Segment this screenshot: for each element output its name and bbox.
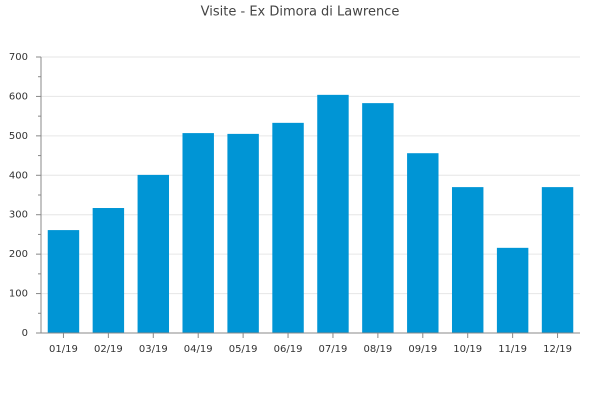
x-tick-label: 09/19 <box>408 344 437 355</box>
x-tick-label: 01/19 <box>49 344 78 355</box>
y-tick-label: 400 <box>9 170 28 181</box>
x-tick-label: 10/19 <box>453 344 482 355</box>
y-tick-label: 100 <box>9 289 28 300</box>
bar <box>137 174 170 333</box>
y-tick-label: 300 <box>9 210 28 221</box>
x-tick-label: 02/19 <box>94 344 123 355</box>
bar <box>541 187 574 333</box>
bar <box>496 247 529 333</box>
y-tick-label: 500 <box>9 131 28 142</box>
bar <box>47 230 80 333</box>
bar <box>272 122 304 334</box>
x-tick-label: 07/19 <box>319 344 348 355</box>
x-tick-label: 06/19 <box>274 344 303 355</box>
y-tick-label: 200 <box>9 249 28 260</box>
x-tick-label: 05/19 <box>229 344 258 355</box>
bar <box>407 153 439 333</box>
y-tick-label: 600 <box>9 91 28 102</box>
x-tick-label: 11/19 <box>498 344 527 355</box>
chart-title: Visite - Ex Dimora di Lawrence <box>201 5 400 20</box>
bar <box>227 133 259 333</box>
y-tick-label: 0 <box>22 328 28 339</box>
x-tick-label: 03/19 <box>139 344 168 355</box>
x-tick-label: 12/19 <box>543 344 572 355</box>
x-tick-label: 04/19 <box>184 344 213 355</box>
y-tick-label: 700 <box>9 52 28 63</box>
x-tick-label: 08/19 <box>363 344 392 355</box>
bar <box>92 208 125 333</box>
bar <box>317 94 349 333</box>
bar <box>451 187 484 333</box>
bar <box>362 103 394 333</box>
bar <box>182 133 214 333</box>
